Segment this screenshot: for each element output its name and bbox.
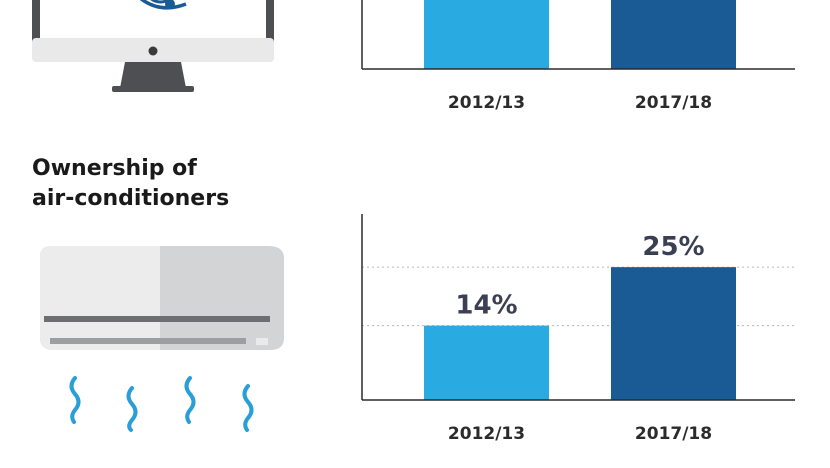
chart2-bar-2012-13: [424, 325, 549, 400]
chart1-category-label: 2012/13: [448, 93, 525, 113]
airflow-icon: [69, 376, 254, 432]
air-conditioner-icon: [40, 246, 284, 350]
chart2-bar-2017-18: [611, 267, 736, 400]
section-title-line2: air-conditioners: [32, 186, 230, 211]
chart2-category-label: 2017/18: [635, 424, 712, 444]
chart2-value-label: 25%: [642, 232, 704, 262]
chart1-category-label: 2017/18: [635, 93, 712, 113]
chart2-category-label: 2012/13: [448, 424, 525, 444]
chart2-value-label: 14%: [455, 291, 517, 321]
section-title-aircon: Ownership of air-conditioners: [32, 154, 229, 214]
chart1-bar-2017-18: [611, 0, 736, 69]
chart1-bar-2012-13: [424, 0, 549, 69]
section-title-line1: Ownership of: [32, 156, 197, 181]
